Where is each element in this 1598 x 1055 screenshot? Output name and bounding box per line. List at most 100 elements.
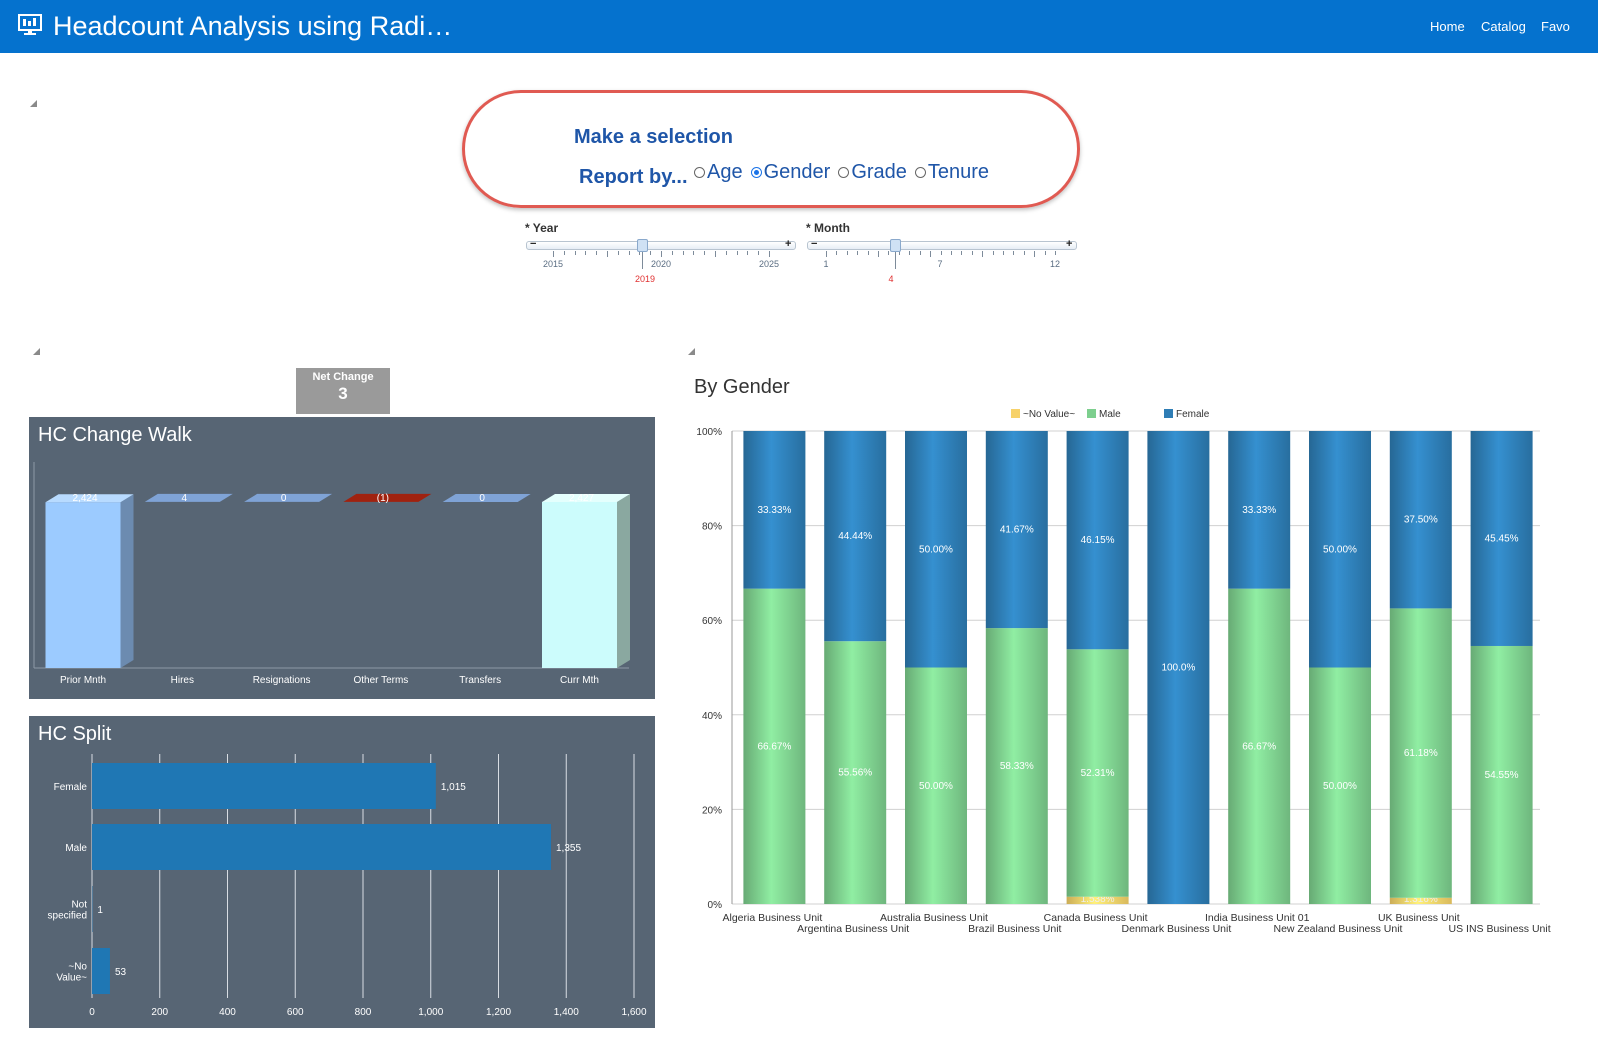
gender-data-label: 52.31% xyxy=(1081,768,1115,779)
gender-data-label: 58.33% xyxy=(1000,761,1034,772)
slider-tick-mark xyxy=(607,251,608,257)
month-selected-value: 4 xyxy=(888,274,894,284)
slider-tick-mark xyxy=(836,251,838,255)
month-slider-track[interactable] xyxy=(807,241,1077,250)
radio-label-age[interactable]: Age xyxy=(707,161,743,183)
split-x-tick-label: 800 xyxy=(355,1007,372,1018)
slider-tick-mark xyxy=(1023,251,1025,255)
radio-option-gender[interactable]: Gender xyxy=(750,161,831,184)
slider-tick-mark xyxy=(846,251,848,255)
selection-highlight-oval xyxy=(462,90,1080,208)
gender-data-label: 61.18% xyxy=(1404,748,1438,759)
gender-bar-segment xyxy=(905,667,967,904)
walk-data-label: 2,427 xyxy=(569,493,594,504)
year-increment-button[interactable]: + xyxy=(785,238,792,250)
month-decrement-button[interactable]: − xyxy=(811,238,818,250)
radio-option-grade[interactable]: Grade xyxy=(838,161,907,184)
gender-data-label: 41.67% xyxy=(1000,525,1034,536)
hc-change-walk-chart: 2,424 Prior Mnth 4 Hires 0 Resignations (1) Oth… xyxy=(33,462,630,686)
walk-bar-top xyxy=(542,494,630,502)
slider-tick-mark xyxy=(628,251,630,255)
nav-favorites-link[interactable]: Favo xyxy=(1541,19,1570,34)
nav-catalog-link[interactable]: Catalog xyxy=(1481,19,1526,34)
month-selected-marker xyxy=(895,252,896,269)
gender-data-label: 37.50% xyxy=(1404,515,1438,526)
month-increment-button[interactable]: + xyxy=(1066,238,1073,250)
walk-bar-side xyxy=(617,494,630,668)
radio-button-icon[interactable] xyxy=(694,167,705,178)
nav-home-link[interactable]: Home xyxy=(1430,19,1465,34)
walk-bar xyxy=(144,493,233,502)
split-data-label: 53 xyxy=(115,967,127,978)
gender-data-label: 45.45% xyxy=(1485,533,1519,544)
walk-bar xyxy=(343,493,432,502)
radio-option-tenure[interactable]: Tenure xyxy=(914,161,990,184)
slider-tick-mark xyxy=(826,251,827,257)
gender-category-label: Canada Business Unit xyxy=(1044,912,1148,924)
collapse-section-icon[interactable] xyxy=(688,348,695,355)
gender-bar-segment xyxy=(1228,431,1291,589)
walk-bar-top xyxy=(45,494,134,503)
gender-data-label: 54.55% xyxy=(1485,770,1519,781)
slider-tick-mark xyxy=(769,251,770,257)
slider-tick-mark xyxy=(982,251,984,257)
radio-button-checked-icon[interactable] xyxy=(750,167,762,178)
gender-bar-segment xyxy=(1389,431,1452,609)
year-tick-label: 2020 xyxy=(650,259,672,269)
net-change-tile: Net Change 3 xyxy=(296,368,390,414)
radio-button-icon[interactable] xyxy=(914,167,926,178)
slider-tick-mark xyxy=(553,251,554,257)
collapse-section-icon[interactable] xyxy=(30,100,37,107)
gender-data-label: 46.15% xyxy=(1081,535,1115,546)
slider-tick-mark xyxy=(574,251,576,255)
radio-option-age[interactable]: Age xyxy=(694,161,743,184)
split-data-label: 1,355 xyxy=(556,843,581,854)
walk-category-label: Transfers xyxy=(459,675,501,686)
radio-label-gender[interactable]: Gender xyxy=(763,161,831,183)
gender-bar-segment xyxy=(1389,897,1452,904)
gender-data-label: 1.316% xyxy=(1404,894,1438,905)
gender-bar-segment xyxy=(1470,645,1533,904)
split-x-tick-label: 600 xyxy=(287,1007,304,1018)
slider-tick-mark xyxy=(930,251,932,257)
walk-bar xyxy=(244,493,333,502)
radio-button-icon[interactable] xyxy=(838,167,850,178)
dashboard-monitor-icon xyxy=(18,14,42,35)
year-slider-handle[interactable] xyxy=(637,239,648,252)
gender-y-tick-label: 100% xyxy=(696,427,722,438)
split-x-tick-label: 200 xyxy=(151,1007,168,1018)
gender-bar-segment xyxy=(824,641,887,904)
split-data-label: 1,015 xyxy=(441,782,466,793)
gender-bar-segment xyxy=(1389,608,1452,898)
gender-bar-segment xyxy=(1309,667,1371,904)
year-slider-track[interactable] xyxy=(526,241,796,250)
walk-data-label: 2,424 xyxy=(72,493,97,504)
top-bar: Headcount Analysis using Radi… Home Cata… xyxy=(0,0,1598,53)
year-slider-label: * Year xyxy=(525,221,559,235)
gender-y-tick-label: 60% xyxy=(702,616,722,627)
gender-y-tick-label: 80% xyxy=(702,522,722,533)
net-change-label: Net Change xyxy=(312,371,374,383)
page-title: Headcount Analysis using Radi… xyxy=(53,11,453,41)
collapse-section-icon[interactable] xyxy=(33,348,40,355)
gender-category-label: Denmark Business Unit xyxy=(1122,923,1232,935)
gender-bar-segment xyxy=(985,431,1048,629)
gender-bar-segment xyxy=(1470,431,1533,646)
hc-change-walk-panel: HC Change Walk 2,424 Prior Mnth 4 Hires 0 Res… xyxy=(29,417,655,699)
gender-bar-segment xyxy=(1066,431,1129,650)
slider-tick-mark xyxy=(919,251,921,255)
year-selected-value: 2019 xyxy=(634,274,656,284)
slider-tick-mark xyxy=(758,251,760,255)
radio-label-tenure[interactable]: Tenure xyxy=(927,161,990,183)
radio-label-grade[interactable]: Grade xyxy=(851,161,907,183)
gender-data-label: 33.33% xyxy=(757,505,791,516)
walk-category-label: Curr Mth xyxy=(560,675,599,686)
slider-tick-mark xyxy=(715,251,716,257)
by-gender-title: By Gender xyxy=(694,376,790,398)
slider-tick-mark xyxy=(898,251,900,255)
split-x-tick-label: 1,200 xyxy=(486,1007,511,1018)
year-tick-label: 2025 xyxy=(758,259,780,269)
year-decrement-button[interactable]: − xyxy=(530,238,537,250)
gender-bar-segment xyxy=(1066,649,1129,897)
month-slider-handle[interactable] xyxy=(890,239,901,252)
